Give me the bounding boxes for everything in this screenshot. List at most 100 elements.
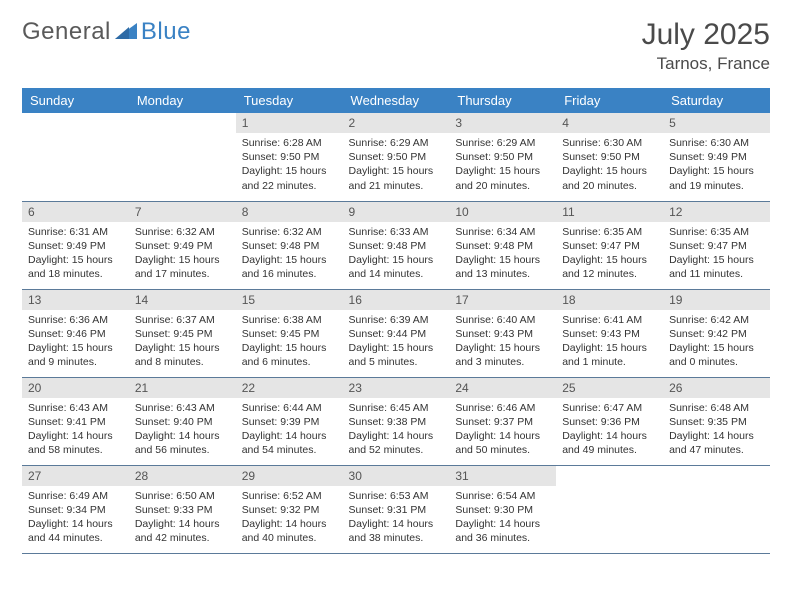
calendar-empty-cell [556,465,663,553]
day-number: 13 [22,290,129,310]
day-number: 24 [449,378,556,398]
day-details: Sunrise: 6:33 AMSunset: 9:48 PMDaylight:… [343,222,450,286]
calendar-week-row: 1Sunrise: 6:28 AMSunset: 9:50 PMDaylight… [22,113,770,201]
calendar-day-cell: 21Sunrise: 6:43 AMSunset: 9:40 PMDayligh… [129,377,236,465]
day-details: Sunrise: 6:45 AMSunset: 9:38 PMDaylight:… [343,398,450,462]
day-number: 25 [556,378,663,398]
calendar-day-cell: 12Sunrise: 6:35 AMSunset: 9:47 PMDayligh… [663,201,770,289]
day-details: Sunrise: 6:29 AMSunset: 9:50 PMDaylight:… [449,133,556,197]
day-number: 19 [663,290,770,310]
day-number: 30 [343,466,450,486]
calendar-day-cell: 13Sunrise: 6:36 AMSunset: 9:46 PMDayligh… [22,289,129,377]
calendar-day-cell: 5Sunrise: 6:30 AMSunset: 9:49 PMDaylight… [663,113,770,201]
calendar-day-cell: 28Sunrise: 6:50 AMSunset: 9:33 PMDayligh… [129,465,236,553]
day-number: 6 [22,202,129,222]
day-details: Sunrise: 6:28 AMSunset: 9:50 PMDaylight:… [236,133,343,197]
day-details: Sunrise: 6:41 AMSunset: 9:43 PMDaylight:… [556,310,663,374]
calendar-day-cell: 29Sunrise: 6:52 AMSunset: 9:32 PMDayligh… [236,465,343,553]
day-number: 29 [236,466,343,486]
calendar-day-cell: 25Sunrise: 6:47 AMSunset: 9:36 PMDayligh… [556,377,663,465]
calendar-day-cell: 22Sunrise: 6:44 AMSunset: 9:39 PMDayligh… [236,377,343,465]
calendar-day-cell: 14Sunrise: 6:37 AMSunset: 9:45 PMDayligh… [129,289,236,377]
location-label: Tarnos, France [642,54,770,74]
calendar-day-cell: 20Sunrise: 6:43 AMSunset: 9:41 PMDayligh… [22,377,129,465]
calendar-day-cell: 4Sunrise: 6:30 AMSunset: 9:50 PMDaylight… [556,113,663,201]
day-details: Sunrise: 6:44 AMSunset: 9:39 PMDaylight:… [236,398,343,462]
calendar-day-cell: 8Sunrise: 6:32 AMSunset: 9:48 PMDaylight… [236,201,343,289]
day-number: 5 [663,113,770,133]
calendar-empty-cell [129,113,236,201]
day-number: 12 [663,202,770,222]
day-details: Sunrise: 6:39 AMSunset: 9:44 PMDaylight:… [343,310,450,374]
day-number: 8 [236,202,343,222]
calendar-week-row: 20Sunrise: 6:43 AMSunset: 9:41 PMDayligh… [22,377,770,465]
day-details: Sunrise: 6:46 AMSunset: 9:37 PMDaylight:… [449,398,556,462]
calendar-day-cell: 31Sunrise: 6:54 AMSunset: 9:30 PMDayligh… [449,465,556,553]
calendar-body: 1Sunrise: 6:28 AMSunset: 9:50 PMDaylight… [22,113,770,553]
col-friday: Friday [556,88,663,113]
day-number: 20 [22,378,129,398]
day-details: Sunrise: 6:54 AMSunset: 9:30 PMDaylight:… [449,486,556,550]
calendar-week-row: 27Sunrise: 6:49 AMSunset: 9:34 PMDayligh… [22,465,770,553]
day-number: 17 [449,290,556,310]
col-tuesday: Tuesday [236,88,343,113]
calendar-day-cell: 7Sunrise: 6:32 AMSunset: 9:49 PMDaylight… [129,201,236,289]
title-block: July 2025 Tarnos, France [642,18,770,74]
day-details: Sunrise: 6:53 AMSunset: 9:31 PMDaylight:… [343,486,450,550]
day-details: Sunrise: 6:30 AMSunset: 9:49 PMDaylight:… [663,133,770,197]
day-details: Sunrise: 6:43 AMSunset: 9:41 PMDaylight:… [22,398,129,462]
day-details: Sunrise: 6:47 AMSunset: 9:36 PMDaylight:… [556,398,663,462]
day-number: 2 [343,113,450,133]
calendar-table: Sunday Monday Tuesday Wednesday Thursday… [22,88,770,554]
day-number: 10 [449,202,556,222]
day-number: 18 [556,290,663,310]
day-number: 21 [129,378,236,398]
calendar-day-cell: 15Sunrise: 6:38 AMSunset: 9:45 PMDayligh… [236,289,343,377]
day-number: 7 [129,202,236,222]
calendar-day-cell: 16Sunrise: 6:39 AMSunset: 9:44 PMDayligh… [343,289,450,377]
calendar-day-cell: 3Sunrise: 6:29 AMSunset: 9:50 PMDaylight… [449,113,556,201]
day-number: 22 [236,378,343,398]
day-number: 4 [556,113,663,133]
day-details: Sunrise: 6:29 AMSunset: 9:50 PMDaylight:… [343,133,450,197]
day-details: Sunrise: 6:43 AMSunset: 9:40 PMDaylight:… [129,398,236,462]
day-number: 11 [556,202,663,222]
logo-text-blue: Blue [141,18,191,46]
day-details: Sunrise: 6:40 AMSunset: 9:43 PMDaylight:… [449,310,556,374]
calendar-day-cell: 17Sunrise: 6:40 AMSunset: 9:43 PMDayligh… [449,289,556,377]
calendar-empty-cell [22,113,129,201]
logo-triangle-icon [115,21,137,44]
calendar-week-row: 6Sunrise: 6:31 AMSunset: 9:49 PMDaylight… [22,201,770,289]
logo: General Blue [22,18,191,46]
day-details: Sunrise: 6:38 AMSunset: 9:45 PMDaylight:… [236,310,343,374]
day-details: Sunrise: 6:50 AMSunset: 9:33 PMDaylight:… [129,486,236,550]
day-number: 28 [129,466,236,486]
day-details: Sunrise: 6:35 AMSunset: 9:47 PMDaylight:… [556,222,663,286]
day-number: 23 [343,378,450,398]
calendar-day-cell: 9Sunrise: 6:33 AMSunset: 9:48 PMDaylight… [343,201,450,289]
col-monday: Monday [129,88,236,113]
day-number: 31 [449,466,556,486]
day-details: Sunrise: 6:37 AMSunset: 9:45 PMDaylight:… [129,310,236,374]
calendar-day-cell: 2Sunrise: 6:29 AMSunset: 9:50 PMDaylight… [343,113,450,201]
col-sunday: Sunday [22,88,129,113]
calendar-week-row: 13Sunrise: 6:36 AMSunset: 9:46 PMDayligh… [22,289,770,377]
calendar-day-cell: 26Sunrise: 6:48 AMSunset: 9:35 PMDayligh… [663,377,770,465]
day-number: 14 [129,290,236,310]
day-number: 15 [236,290,343,310]
header-bar: General Blue July 2025 Tarnos, France [22,18,770,74]
calendar-day-cell: 24Sunrise: 6:46 AMSunset: 9:37 PMDayligh… [449,377,556,465]
day-number: 9 [343,202,450,222]
day-number: 1 [236,113,343,133]
day-details: Sunrise: 6:36 AMSunset: 9:46 PMDaylight:… [22,310,129,374]
calendar-day-cell: 6Sunrise: 6:31 AMSunset: 9:49 PMDaylight… [22,201,129,289]
day-details: Sunrise: 6:34 AMSunset: 9:48 PMDaylight:… [449,222,556,286]
day-details: Sunrise: 6:31 AMSunset: 9:49 PMDaylight:… [22,222,129,286]
col-thursday: Thursday [449,88,556,113]
calendar-day-cell: 30Sunrise: 6:53 AMSunset: 9:31 PMDayligh… [343,465,450,553]
day-details: Sunrise: 6:30 AMSunset: 9:50 PMDaylight:… [556,133,663,197]
calendar-day-cell: 11Sunrise: 6:35 AMSunset: 9:47 PMDayligh… [556,201,663,289]
day-details: Sunrise: 6:49 AMSunset: 9:34 PMDaylight:… [22,486,129,550]
calendar-day-cell: 23Sunrise: 6:45 AMSunset: 9:38 PMDayligh… [343,377,450,465]
day-number: 16 [343,290,450,310]
